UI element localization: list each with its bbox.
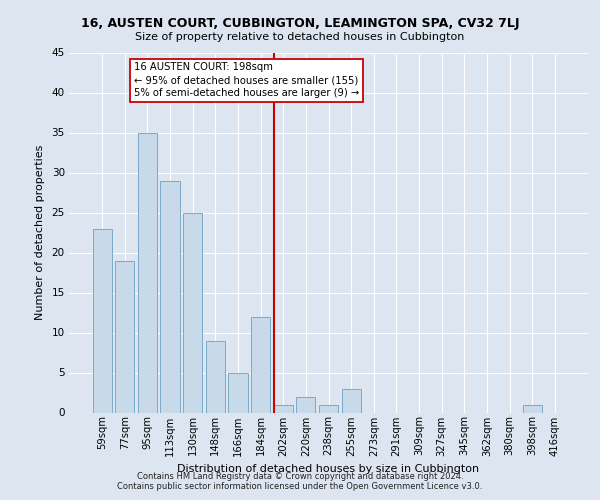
Bar: [160, 180, 180, 412]
Text: Size of property relative to detached houses in Cubbington: Size of property relative to detached ho…: [136, 32, 464, 42]
Bar: [206, 340, 225, 412]
Y-axis label: Number of detached properties: Number of detached properties: [35, 145, 44, 320]
Bar: [274, 404, 293, 412]
Bar: [341, 388, 361, 412]
Text: 16 AUSTEN COURT: 198sqm
← 95% of detached houses are smaller (155)
5% of semi-de: 16 AUSTEN COURT: 198sqm ← 95% of detache…: [134, 62, 359, 98]
Bar: [92, 228, 112, 412]
Bar: [138, 132, 157, 412]
Bar: [296, 396, 316, 412]
Bar: [523, 404, 542, 412]
Text: Contains HM Land Registry data © Crown copyright and database right 2024.: Contains HM Land Registry data © Crown c…: [137, 472, 463, 481]
Bar: [183, 212, 202, 412]
Text: Contains public sector information licensed under the Open Government Licence v3: Contains public sector information licen…: [118, 482, 482, 491]
Bar: [115, 260, 134, 412]
Bar: [229, 372, 248, 412]
Bar: [251, 316, 270, 412]
X-axis label: Distribution of detached houses by size in Cubbington: Distribution of detached houses by size …: [178, 464, 479, 474]
Text: 16, AUSTEN COURT, CUBBINGTON, LEAMINGTON SPA, CV32 7LJ: 16, AUSTEN COURT, CUBBINGTON, LEAMINGTON…: [81, 18, 519, 30]
Bar: [319, 404, 338, 412]
